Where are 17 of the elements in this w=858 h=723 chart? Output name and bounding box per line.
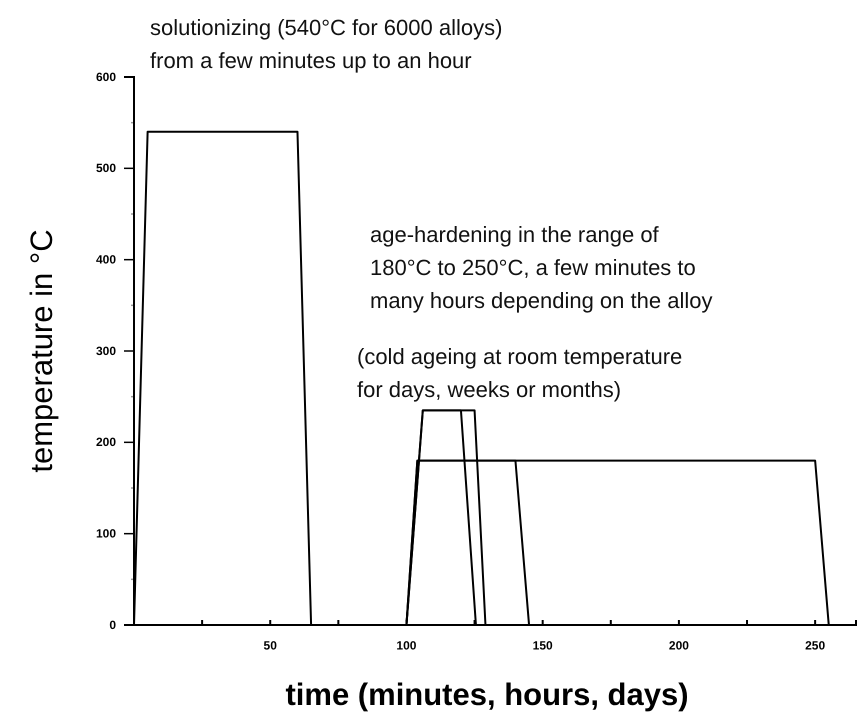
y-tick-label: 500 xyxy=(96,161,116,176)
annotation: (cold ageing at room temperature for days, weeks or months) xyxy=(357,344,682,402)
x-tick-label: 250 xyxy=(805,638,826,653)
annotation: age-hardening in the range of 180°C to 250°C, a few minutes to many hours depending on the alloy xyxy=(370,222,712,313)
y-tick-label: 300 xyxy=(96,344,116,358)
x-axis-title: time (minutes, hours, days) xyxy=(285,677,689,712)
y-tick-label: 100 xyxy=(96,526,116,541)
y-tick-label: 600 xyxy=(96,70,116,84)
x-tick-label: 100 xyxy=(396,638,417,653)
y-tick-label: 200 xyxy=(96,435,116,450)
x-tick-label: 50 xyxy=(264,638,278,653)
y-tick-label: 400 xyxy=(96,252,116,267)
x-tick-label: 150 xyxy=(532,638,554,653)
text: solutionizing (540°C for 6000 alloys) from a few minutes up to an hour xyxy=(150,15,502,73)
x-tick-label: 200 xyxy=(668,638,690,653)
y-tick-label: 0 xyxy=(109,618,116,632)
y-axis-title: temperature in °C xyxy=(24,229,59,473)
